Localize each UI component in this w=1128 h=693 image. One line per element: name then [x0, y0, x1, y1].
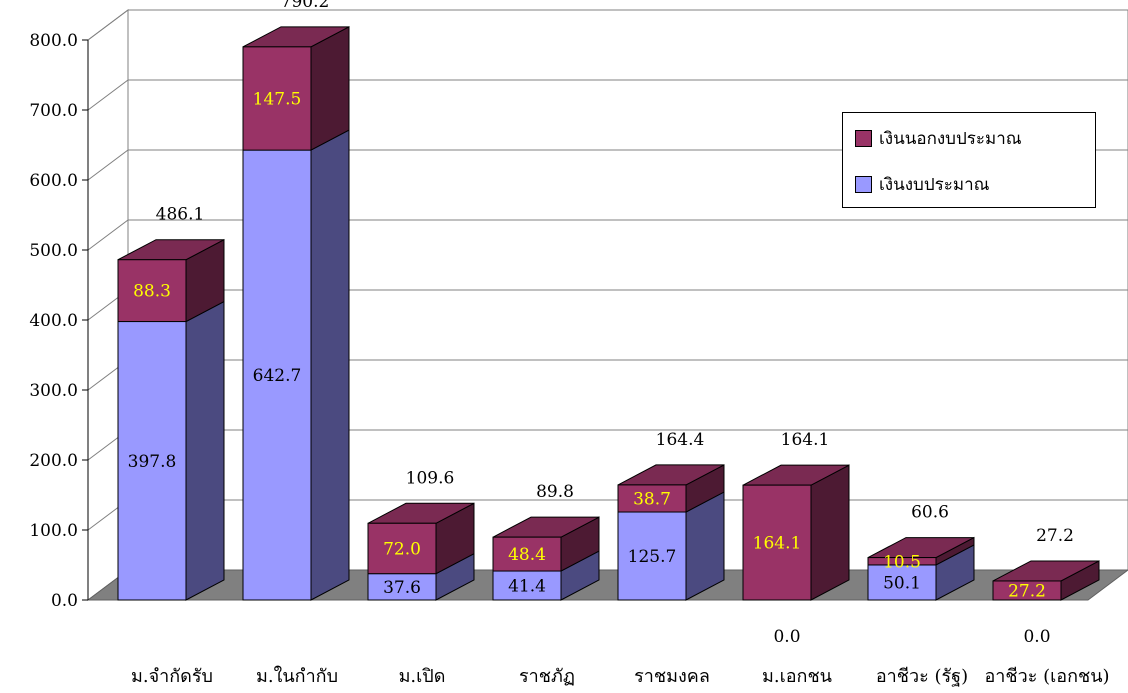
bar-offbudget-side — [811, 465, 849, 600]
data-label-offbudget: 72.0 — [383, 539, 421, 559]
data-label-total: 27.2 — [1036, 526, 1074, 546]
data-label-total: 164.4 — [656, 430, 705, 450]
data-label-budget: 642.7 — [253, 366, 302, 386]
data-label-offbudget: 38.7 — [633, 489, 671, 509]
data-label-total: 60.6 — [911, 503, 949, 523]
x-category-label: ม.เอกชน — [762, 666, 832, 687]
x-category-label: อาชีวะ (รัฐ) — [876, 666, 968, 687]
y-tick-label: 700.0 — [29, 101, 78, 121]
y-tick-label: 800.0 — [29, 31, 78, 51]
x-category-label: ม.จำกัดรับ — [131, 666, 213, 687]
data-label-total: 89.8 — [536, 482, 574, 502]
y-tick-label: 300.0 — [29, 381, 78, 401]
legend-label-budget: เงินงบประมาณ — [879, 171, 989, 198]
legend: เงินนอกงบประมาณ เงินงบประมาณ — [842, 112, 1096, 208]
bar-offbudget — [118, 240, 224, 322]
x-category-label: อาชีวะ (เอกชน) — [984, 666, 1109, 687]
data-label-total: 109.6 — [406, 468, 455, 488]
legend-item-offbudget: เงินนอกงบประมาณ — [855, 125, 1022, 152]
legend-label-offbudget: เงินนอกงบประมาณ — [879, 125, 1022, 152]
data-label-budget: 0.0 — [1023, 627, 1050, 647]
data-label-budget: 41.4 — [508, 577, 546, 597]
legend-item-budget: เงินงบประมาณ — [855, 171, 989, 198]
bar-budget-side — [311, 130, 349, 600]
data-label-budget: 125.7 — [628, 547, 677, 567]
x-category-label: ม.เปิด — [399, 666, 446, 687]
data-label-offbudget: 88.3 — [133, 282, 171, 302]
bar-stack: 642.7 147.5 790.2 — [243, 0, 349, 600]
bar-stack: 397.8 88.3 486.1 — [118, 205, 224, 600]
y-tick-label: 600.0 — [29, 171, 78, 191]
data-label-budget: 0.0 — [773, 627, 800, 647]
bar-offbudget-side — [311, 27, 349, 150]
x-category-label: ราชภัฏ — [519, 666, 575, 687]
legend-swatch-budget — [855, 176, 872, 193]
y-axis: 0.0 100.0 200.0 300.0 400.0 500.0 600.0 700.0 80… — [29, 31, 88, 611]
data-label-offbudget: 27.2 — [1008, 581, 1046, 601]
data-label-offbudget: 10.5 — [883, 552, 921, 572]
x-axis: ม.จำกัดรับ ม.ในกำกับ ม.เปิด ราชภัฏ ราชมงคล ม.… — [131, 665, 1110, 687]
y-tick-label: 500.0 — [29, 241, 78, 261]
data-label-total: 164.1 — [781, 430, 830, 450]
x-category-label: ม.ในกำกับ — [256, 665, 338, 687]
y-tick-label: 0.0 — [51, 591, 78, 611]
data-label-total: 790.2 — [281, 0, 330, 12]
data-label-offbudget: 48.4 — [508, 545, 546, 565]
bar-budget-side — [186, 302, 224, 600]
y-tick-label: 400.0 — [29, 311, 78, 331]
data-label-budget: 397.8 — [128, 452, 177, 472]
data-label-budget: 37.6 — [383, 578, 421, 598]
bar-budget — [243, 130, 349, 600]
bar-offbudget — [243, 27, 349, 150]
data-label-offbudget: 147.5 — [253, 89, 302, 109]
data-label-total: 486.1 — [156, 205, 205, 225]
x-category-label: ราชมงคล — [634, 666, 710, 687]
bar-budget — [118, 302, 224, 600]
bar-offbudget — [743, 465, 849, 600]
y-tick-label: 100.0 — [29, 521, 78, 541]
data-label-budget: 50.1 — [883, 573, 921, 593]
data-label-offbudget: 164.1 — [753, 534, 802, 554]
y-tick-label: 200.0 — [29, 451, 78, 471]
legend-swatch-offbudget — [855, 130, 872, 147]
